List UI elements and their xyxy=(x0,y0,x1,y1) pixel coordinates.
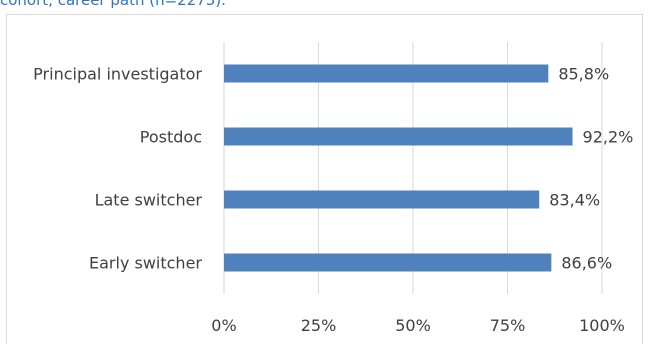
x-tick-label: 25% xyxy=(301,316,337,335)
x-tick-labels: 0% 25% 50% 75% 100% xyxy=(211,316,625,335)
value-label: 83,4% xyxy=(549,191,600,210)
category-label: Postdoc xyxy=(140,128,202,147)
value-label: 92,2% xyxy=(583,128,634,147)
value-label: 85,8% xyxy=(558,65,609,84)
chart-frame xyxy=(6,14,643,344)
bars xyxy=(224,64,573,272)
x-tick-label: 50% xyxy=(395,316,431,335)
bar xyxy=(224,64,549,83)
bar xyxy=(224,127,573,146)
x-tick-label: 0% xyxy=(211,316,236,335)
category-labels: Principal investigator Postdoc Late switch… xyxy=(33,65,202,273)
gridlines xyxy=(223,42,603,294)
bar xyxy=(224,190,540,209)
x-tick-label: 100% xyxy=(579,316,625,335)
category-label: Early switcher xyxy=(89,254,202,273)
value-labels: 85,8% 92,2% 83,4% 86,6% xyxy=(549,65,633,273)
category-label: Late switcher xyxy=(95,191,203,210)
x-tick-label: 75% xyxy=(490,316,526,335)
category-label: Principal investigator xyxy=(33,65,202,84)
bar xyxy=(224,253,552,272)
chart-caption: cohort, career path (n=2273). xyxy=(0,0,226,9)
value-label: 86,6% xyxy=(561,254,612,273)
